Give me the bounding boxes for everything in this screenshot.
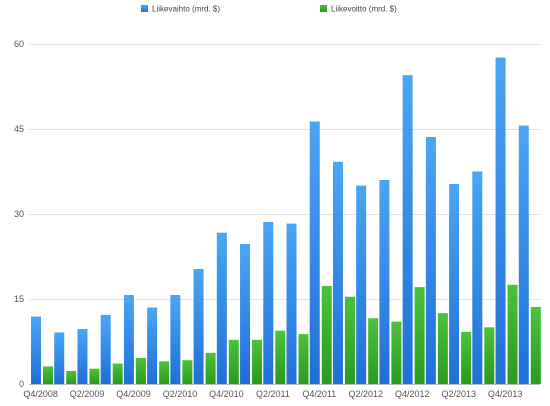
x-tick-label: Q2/2010: [163, 389, 198, 399]
legend: Liikevaihto (mrd. $) Liikevoitto (mrd. $): [141, 5, 397, 14]
y-tick-label: 15: [14, 294, 24, 304]
bar-liikevoitto-Q3-2010: [205, 352, 216, 384]
bar-liikevaihto-Q2-2011: [263, 221, 274, 384]
bar-liikevoitto-Q1-2013: [437, 313, 448, 384]
bar-liikevoitto-Q4-2011: [321, 285, 332, 384]
bar-liikevaihto-Q3-2009: [100, 314, 111, 384]
bar-liikevoitto-Q3-2013: [484, 327, 495, 384]
legend-label-liikevaihto: Liikevaihto (mrd. $): [152, 5, 220, 14]
bar-liikevoitto-Q4-2008: [43, 366, 53, 384]
bar-liikevaihto-Q1-2011: [240, 244, 251, 384]
bar-liikevaihto-Q2-2010: [170, 295, 181, 384]
bar-liikevaihto-Q2-2009: [77, 329, 88, 384]
bar-liikevoitto-Q2-2011: [275, 330, 286, 384]
bar-liikevaihto-Q4-2009: [123, 295, 134, 384]
x-tick-label: Q4/2011: [302, 389, 336, 399]
y-tick-label: 45: [14, 124, 24, 134]
bar-liikevoitto-Q1-2010: [159, 361, 170, 384]
bar-liikevaihto-Q4-2013: [495, 57, 506, 384]
bar-liikevoitto-Q4-2013: [507, 284, 518, 384]
bar-liikevaihto-Q1-2012: [332, 161, 343, 384]
bar-liikevoitto-Q2-2009: [89, 368, 100, 384]
bar-liikevaihto-Q4-2008: [31, 316, 41, 384]
y-tick-label: 30: [14, 209, 24, 219]
bar-liikevoitto-Q2-2010: [182, 360, 193, 384]
bar-liikevaihto-Q4-2011: [309, 121, 320, 384]
bar-liikevaihto-Q1-2013: [425, 136, 436, 384]
bar-liikevaihto-Q1-2014: [518, 125, 529, 384]
x-tick-label: Q2/2009: [70, 389, 105, 399]
bar-liikevoitto-Q1-2011: [252, 339, 263, 384]
bar-liikevoitto-Q1-2014: [530, 306, 541, 384]
x-axis-ticks: Q4/2008 Q2/2009 Q4/2009 Q2/2010 Q4/2010 Q2/20…: [23, 389, 522, 399]
bar-liikevoitto-Q3-2011: [298, 334, 309, 384]
x-tick-label: Q4/2008: [23, 389, 58, 399]
bar-liikevaihto-Q4-2012: [402, 75, 413, 385]
bar-liikevaihto-Q1-2009: [54, 332, 65, 384]
x-tick-label: Q4/2013: [488, 389, 523, 399]
bar-liikevoitto-Q1-2012: [344, 296, 355, 384]
y-axis-ticks: 0 15 30 45 60: [14, 39, 24, 389]
x-tick-label: Q4/2012: [395, 389, 430, 399]
bar-liikevaihto-Q2-2013: [449, 183, 460, 384]
bar-liikevoitto-Q3-2012: [391, 321, 402, 384]
x-tick-label: Q4/2010: [209, 389, 244, 399]
legend-swatch-liikevoitto: [320, 5, 327, 12]
x-tick-label: Q2/2011: [256, 389, 290, 399]
bar-liikevoitto-Q4-2009: [135, 357, 146, 384]
bar-liikevaihto-Q3-2012: [379, 180, 390, 384]
bar-liikevoitto-Q4-2012: [414, 287, 425, 384]
legend-swatch-liikevaihto: [141, 5, 148, 12]
x-tick-label: Q2/2013: [441, 389, 476, 399]
y-tick-label: 60: [14, 39, 24, 49]
bar-liikevaihto-Q2-2012: [356, 185, 367, 384]
bar-liikevaihto-Q3-2011: [286, 223, 297, 384]
x-tick-label: Q4/2009: [116, 389, 151, 399]
bar-liikevoitto-Q2-2012: [368, 318, 379, 384]
bar-liikevaihto-Q3-2013: [472, 171, 483, 384]
bar-liikevoitto-Q3-2009: [112, 363, 123, 384]
bar-liikevoitto-Q4-2010: [228, 339, 239, 384]
bar-liikevaihto-Q3-2010: [193, 268, 204, 384]
x-tick-label: Q2/2012: [349, 389, 384, 399]
bars: [31, 57, 541, 385]
bar-liikevoitto-Q2-2013: [461, 331, 472, 384]
y-tick-label: 0: [19, 379, 24, 389]
bar-liikevaihto-Q1-2010: [147, 307, 158, 384]
bar-liikevaihto-Q4-2010: [216, 232, 227, 384]
legend-label-liikevoitto: Liikevoitto (mrd. $): [331, 5, 397, 14]
bar-liikevoitto-Q1-2009: [66, 370, 77, 384]
